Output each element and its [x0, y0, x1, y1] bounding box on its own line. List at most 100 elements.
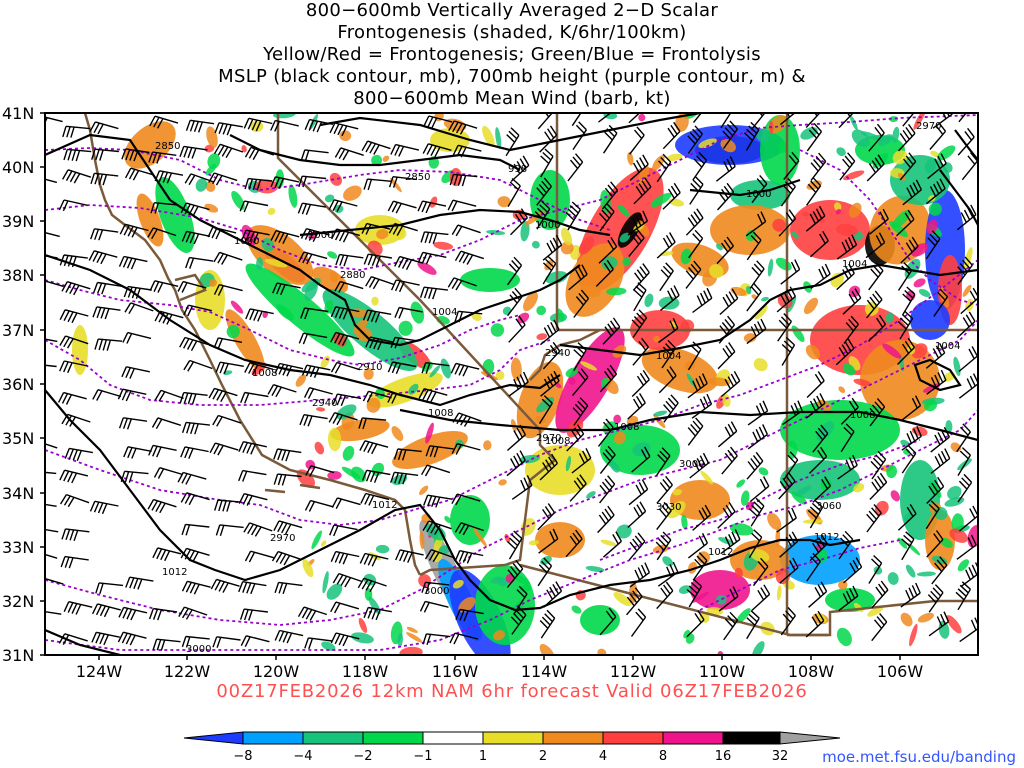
wind-barb: [809, 446, 828, 474]
wind-barb: [361, 469, 391, 483]
wind-barb: [179, 145, 208, 159]
wind-barb: [687, 373, 708, 399]
wind-barb: [687, 341, 702, 371]
wind-barb: [842, 288, 862, 315]
wind-barb: [208, 387, 238, 403]
wind-barb: [90, 228, 119, 241]
shading-patch: [245, 263, 355, 357]
wind-barb: [387, 200, 417, 214]
wind-barb: [213, 284, 243, 296]
wind-barb: [718, 586, 739, 612]
shading-speckle: [327, 470, 342, 480]
lat-label: 35N: [2, 429, 34, 448]
colorbar-label: −8: [233, 749, 252, 764]
wind-barb: [746, 318, 767, 345]
wind-barb: [185, 119, 215, 133]
wind-barb: [631, 370, 650, 397]
wind-barb: [870, 450, 887, 480]
wind-barb: [422, 520, 452, 535]
shading-speckle: [205, 181, 216, 192]
shading-speckle: [905, 564, 916, 578]
wind-barb: [148, 151, 177, 164]
source-url[interactable]: moe.met.fsu.edu/banding: [822, 748, 1016, 766]
wind-barb: [746, 231, 762, 261]
wind-barb: [452, 144, 482, 158]
shading-speckle: [498, 577, 508, 587]
shading-patch: [450, 495, 490, 545]
wind-barb: [270, 176, 300, 189]
wind-barb: [181, 421, 210, 435]
shading-speckle: [795, 485, 812, 497]
shading-speckle: [580, 361, 597, 371]
wind-barb: [836, 263, 855, 291]
shading-speckle: [672, 488, 682, 496]
wind-barb: [956, 204, 977, 231]
wind-barb: [716, 182, 735, 211]
wind-barb: [866, 154, 885, 182]
colorbar-box: [302, 731, 364, 745]
wind-barb: [685, 260, 702, 289]
wind-barb: [422, 633, 451, 646]
wind-barb: [871, 580, 889, 609]
wind-barb: [153, 467, 183, 479]
wind-barb: [212, 414, 242, 427]
shading-speckle: [848, 202, 862, 218]
wind-barb: [244, 146, 275, 160]
height-label: 2970: [916, 121, 941, 132]
wind-barb: [363, 606, 392, 621]
wind-barb: [720, 370, 741, 398]
wind-barb: [927, 584, 944, 613]
wind-barb: [628, 113, 641, 124]
wind-barb: [215, 524, 244, 537]
shading-speckle: [716, 594, 727, 605]
shading-patch: [430, 128, 470, 152]
wind-barb: [329, 524, 358, 537]
wind-barb: [780, 607, 796, 636]
shading-speckle: [699, 612, 710, 623]
wind-barb: [868, 314, 887, 342]
wind-barb: [901, 444, 917, 474]
shading-patch: [555, 327, 625, 433]
wind-barb: [270, 230, 300, 245]
title-line-3: Yellow/Red = Frontogenesis; Green/Blue =…: [263, 44, 761, 65]
wind-barb: [90, 172, 119, 186]
shading-speckle: [882, 343, 902, 359]
wind-barb: [328, 412, 358, 426]
wind-barb: [335, 253, 364, 267]
wind-barb: [180, 446, 209, 459]
shading-speckle: [440, 358, 451, 379]
shading-speckle: [613, 414, 622, 424]
wind-barb: [691, 393, 713, 419]
shading-speckle: [662, 556, 674, 567]
wind-barb: [778, 471, 796, 500]
shading-speckle: [721, 393, 731, 407]
shading-speckle: [930, 150, 939, 157]
wind-barb: [836, 234, 858, 260]
shading-speckle: [408, 383, 419, 395]
shading-speckle: [709, 264, 724, 279]
wind-barb: [805, 113, 821, 128]
wind-barb: [809, 230, 829, 258]
wind-barb: [662, 182, 681, 210]
wind-barb: [688, 229, 704, 259]
shading-speckle: [288, 184, 298, 208]
wind-barb: [388, 176, 417, 188]
shading-speckle: [772, 218, 786, 232]
height-label: 3000: [424, 586, 449, 597]
latitude-axis: [40, 112, 45, 656]
wind-barb: [961, 152, 978, 181]
wind-barb: [244, 177, 273, 191]
colorbar-box: [662, 731, 724, 745]
shading-speckle: [751, 294, 758, 300]
mslp-label: 1004: [432, 307, 457, 318]
shading-speckle: [264, 258, 288, 268]
wind-barb: [899, 152, 917, 181]
shading-speckle: [776, 585, 782, 601]
shading-speckle: [600, 539, 617, 546]
shading-speckle: [743, 333, 757, 343]
shading-speckle: [678, 585, 692, 594]
wind-barb: [447, 199, 477, 212]
wind-barb: [178, 606, 208, 620]
shading-speckle: [924, 399, 938, 412]
